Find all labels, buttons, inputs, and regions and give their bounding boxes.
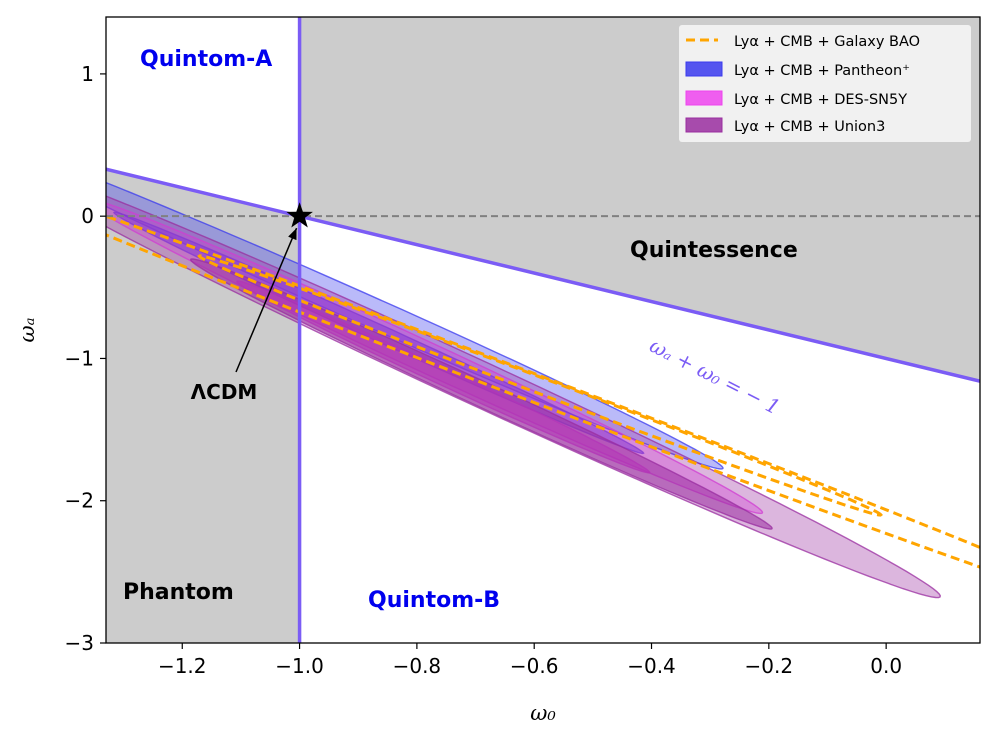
axis-ticks: −1.2 −1.0 −0.8 −0.6 −0.4 −0.2 0.0 1 0 −1 −2 −3 xyxy=(65,62,903,678)
region-label-quintom-b: Quintom-B xyxy=(368,588,500,613)
legend-swatch-pantheon xyxy=(685,61,723,77)
legend: Lyα + CMB + Galaxy BAO Lyα + CMB + Panth… xyxy=(679,25,971,142)
legend-swatch-union3 xyxy=(685,117,723,133)
legend-label-galaxy-bao: Lyα + CMB + Galaxy BAO xyxy=(734,34,920,50)
legend-box xyxy=(679,25,971,142)
legend-label-des-sn5y: Lyα + CMB + DES-SN5Y xyxy=(734,92,907,108)
contour-layer xyxy=(106,181,980,599)
region-label-quintom-a: Quintom-A xyxy=(140,47,272,72)
y-tick-label: −3 xyxy=(65,631,94,655)
region-label-quintessence: Quintessence xyxy=(630,238,798,263)
x-tick-label: 0.0 xyxy=(870,654,902,678)
lcdm-annotation-arrowhead xyxy=(288,228,297,241)
y-axis-label: ωₐ xyxy=(15,317,39,342)
x-tick-label: −0.2 xyxy=(745,654,794,678)
y-tick-label: 0 xyxy=(81,204,94,228)
region-label-phantom: Phantom xyxy=(123,580,234,605)
legend-swatch-des-sn5y xyxy=(685,90,723,106)
x-tick-label: −0.6 xyxy=(510,654,559,678)
x-tick-label: −1.2 xyxy=(158,654,207,678)
axes-frame xyxy=(105,16,981,644)
y-tick-label: −2 xyxy=(65,489,94,513)
x-tick-label: −0.8 xyxy=(393,654,442,678)
x-axis-label: ω₀ xyxy=(530,701,556,725)
lcdm-annotation-arrow xyxy=(235,227,298,373)
x-tick-label: −0.4 xyxy=(627,654,676,678)
lcdm-star-marker xyxy=(286,202,313,228)
legend-label-union3: Lyα + CMB + Union3 xyxy=(734,119,885,135)
y-tick-label: −1 xyxy=(65,346,94,370)
contour-galaxy-bao-inner xyxy=(197,254,883,517)
x-tick-label: −1.0 xyxy=(275,654,324,678)
lcdm-annotation-label: ΛCDM xyxy=(191,380,258,404)
diagonal-reference-line xyxy=(106,167,980,383)
y-tick-label: 1 xyxy=(81,62,94,86)
legend-label-pantheon: Lyα + CMB + Pantheon⁺ xyxy=(734,63,910,79)
